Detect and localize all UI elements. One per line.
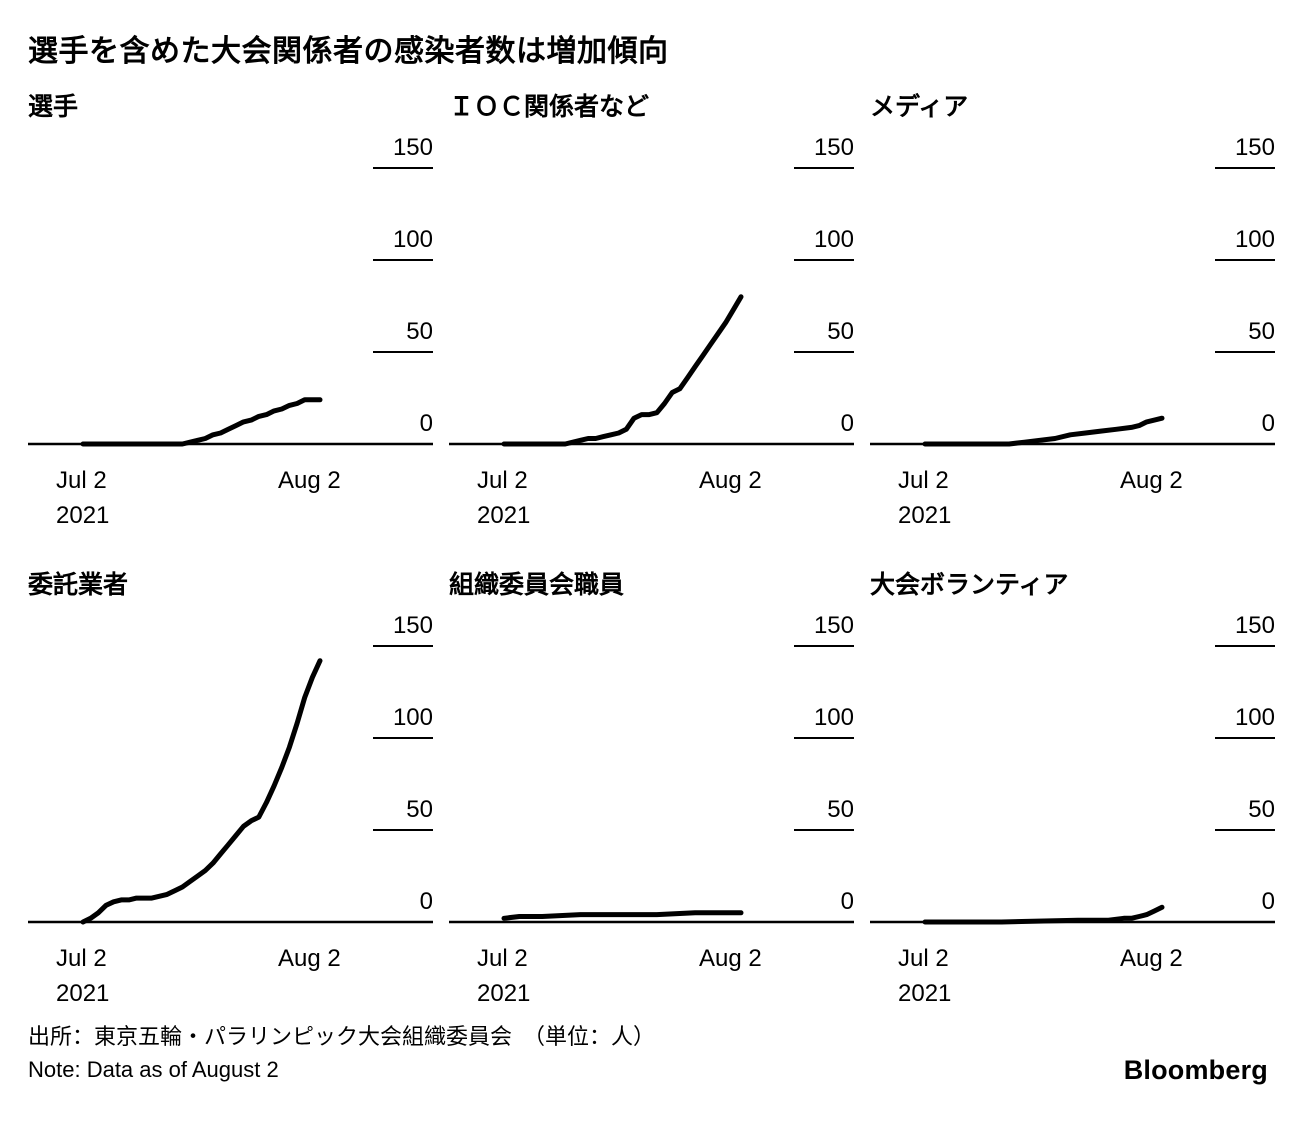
chart-plot-area: 0 50 100 150 Jul 2 2021 Aug 2: [870, 604, 1275, 1014]
y-tick-label: 0: [1262, 888, 1275, 915]
y-tick-label: 150: [1235, 612, 1275, 639]
x-tick-label: Jul 2: [477, 945, 528, 972]
x-axis-label-start: Jul 2 2021: [898, 464, 951, 534]
chart-title: 組織委員会職員: [449, 571, 625, 599]
chart-plot-area: 0 50 100 150 Jul 2 2021 Aug 2: [449, 126, 854, 536]
x-axis-label-start: Jul 2 2021: [477, 464, 530, 534]
x-tick-label: Jul 2: [898, 945, 949, 972]
x-year-label: 2021: [898, 501, 952, 529]
line-chart-svg: 0 50 100 150: [870, 612, 1275, 925]
y-tick-label: 0: [420, 888, 433, 915]
chart-title: 選手: [28, 93, 79, 121]
x-tick-label: Aug 2: [1120, 945, 1183, 972]
x-axis-label-start: Jul 2 2021: [56, 942, 109, 1012]
x-tick-label: Jul 2: [56, 945, 107, 972]
x-year-label: 2021: [56, 979, 110, 1007]
chart-panel-media: メディア 0 50 100 150 Jul 2 2021 Aug 2: [870, 92, 1275, 536]
x-tick-label: Aug 2: [278, 467, 341, 494]
y-tick-label: 100: [393, 226, 433, 253]
x-axis-label-end: Aug 2: [1120, 942, 1183, 977]
series-line: [80, 658, 323, 925]
x-year-label: 2021: [477, 979, 531, 1007]
x-axis-label-end: Aug 2: [699, 464, 762, 499]
y-tick-label: 0: [841, 410, 854, 437]
y-tick-label: 150: [814, 612, 854, 639]
chart-plot-area: 0 50 100 150 Jul 2 2021 Aug 2: [449, 604, 854, 1014]
chart-title: メディア: [870, 93, 969, 121]
x-axis-label-end: Aug 2: [1120, 464, 1183, 499]
page-title: 選手を含めた大会関係者の感染者数は増加傾向: [28, 35, 669, 68]
x-tick-label: Aug 2: [1120, 467, 1183, 494]
y-tick-label: 50: [827, 318, 854, 345]
y-tick-label: 100: [814, 226, 854, 253]
y-tick-label: 50: [1248, 318, 1275, 345]
line-chart-svg: 0 50 100 150: [28, 134, 433, 447]
chart-title: 大会ボランティア: [870, 571, 1069, 599]
chart-plot-area: 0 50 100 150 Jul 2 2021 Aug 2: [870, 126, 1275, 536]
note-text: Note: Data as of August 2: [28, 1057, 279, 1082]
source-text: 出所：東京五輪・パラリンピック大会組織委員会 （単位：人）: [28, 1024, 656, 1049]
x-tick-label: Aug 2: [278, 945, 341, 972]
y-tick-label: 50: [1248, 796, 1275, 823]
y-tick-label: 150: [393, 612, 433, 639]
chart-title: ＩＯＣ関係者など: [449, 93, 650, 121]
chart-panel-ioc: ＩＯＣ関係者など 0 50 100 150 Jul 2 2021 Aug 2: [449, 92, 854, 536]
x-axis-label-start: Jul 2 2021: [898, 942, 951, 1012]
chart-panel-committee-staff: 組織委員会職員 0 50 100 150 Jul 2 2021 Aug 2: [449, 570, 854, 1014]
y-tick-label: 50: [406, 318, 433, 345]
x-tick-label: Jul 2: [477, 467, 528, 494]
x-tick-label: Aug 2: [699, 467, 762, 494]
chart-panel-contractors: 委託業者 0 50 100 150 Jul 2 2021 Aug 2: [28, 570, 433, 1014]
footer-notes: 出所：東京五輪・パラリンピック大会組織委員会 （単位：人） Note: Data…: [28, 1020, 655, 1086]
y-tick-label: 100: [1235, 226, 1275, 253]
x-tick-label: Aug 2: [699, 945, 762, 972]
chart-panel-athletes: 選手 0 50 100 150 Jul 2 2021 Aug 2: [28, 92, 433, 536]
y-tick-label: 100: [393, 704, 433, 731]
y-tick-label: 150: [814, 134, 854, 161]
line-chart-svg: 0 50 100 150: [870, 134, 1275, 447]
y-tick-label: 150: [393, 134, 433, 161]
x-tick-label: Jul 2: [898, 467, 949, 494]
line-chart-svg: 0 50 100 150: [28, 612, 433, 925]
series-line: [80, 397, 323, 447]
x-axis-label-end: Aug 2: [278, 942, 341, 977]
x-tick-label: Jul 2: [56, 467, 107, 494]
series-line: [922, 415, 1165, 447]
series-line: [922, 904, 1165, 925]
line-chart-svg: 0 50 100 150: [449, 134, 854, 447]
chart-plot-area: 0 50 100 150 Jul 2 2021 Aug 2: [28, 126, 433, 536]
charts-grid: 選手 0 50 100 150 Jul 2 2021 Aug 2 ＩＯＣ関係者など 0…: [28, 92, 1275, 1014]
x-axis-label-start: Jul 2 2021: [477, 942, 530, 1012]
y-tick-label: 150: [1235, 134, 1275, 161]
y-tick-label: 50: [406, 796, 433, 823]
chart-panel-volunteers: 大会ボランティア 0 50 100 150 Jul 2 2021 Aug 2: [870, 570, 1275, 1014]
x-axis-label-end: Aug 2: [278, 464, 341, 499]
y-tick-label: 0: [1262, 410, 1275, 437]
x-axis-label-start: Jul 2 2021: [56, 464, 109, 534]
y-tick-label: 50: [827, 796, 854, 823]
y-tick-label: 100: [1235, 704, 1275, 731]
footer: 出所：東京五輪・パラリンピック大会組織委員会 （単位：人） Note: Data…: [28, 1020, 1268, 1086]
bloomberg-logo: Bloomberg: [1123, 1055, 1268, 1085]
x-axis-label-end: Aug 2: [699, 942, 762, 977]
x-year-label: 2021: [477, 501, 531, 529]
y-tick-label: 0: [841, 888, 854, 915]
chart-plot-area: 0 50 100 150 Jul 2 2021 Aug 2: [28, 604, 433, 1014]
line-chart-svg: 0 50 100 150: [449, 612, 854, 924]
chart-title: 委託業者: [28, 571, 129, 599]
y-tick-label: 0: [420, 410, 433, 437]
series-line: [501, 294, 744, 447]
y-tick-label: 100: [814, 704, 854, 731]
x-year-label: 2021: [898, 979, 952, 1007]
series-line: [501, 910, 744, 921]
x-year-label: 2021: [56, 501, 110, 529]
